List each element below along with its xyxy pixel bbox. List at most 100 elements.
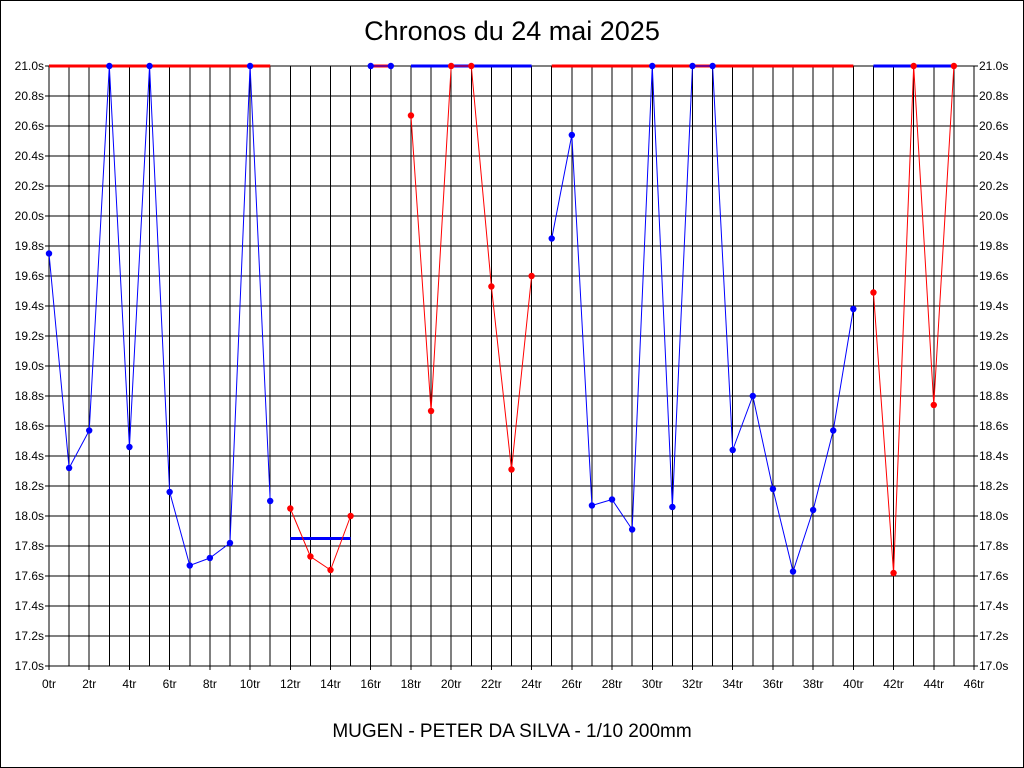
- y-tick-label-right: 18.0s: [979, 509, 1008, 523]
- y-tick-label-right: 18.8s: [979, 389, 1008, 403]
- y-tick-label-left: 17.8s: [15, 539, 44, 553]
- y-tick-label-left: 18.8s: [15, 389, 44, 403]
- x-tick-label: 20tr: [441, 677, 462, 691]
- data-point-blue: [226, 539, 234, 547]
- y-tick-label-left: 21.0s: [15, 59, 44, 73]
- data-point-blue: [608, 496, 616, 503]
- x-tick-label: 34tr: [722, 677, 743, 691]
- data-point-blue: [266, 497, 274, 505]
- y-tick-label-right: 18.2s: [979, 479, 1008, 493]
- y-tick-label-right: 20.0s: [979, 209, 1008, 223]
- data-point-blue: [206, 554, 214, 562]
- x-tick-label: 18tr: [401, 677, 422, 691]
- data-point-blue: [689, 62, 696, 70]
- data-point-blue: [86, 427, 93, 434]
- x-tick-label: 30tr: [642, 677, 663, 691]
- data-point-blue: [146, 62, 153, 70]
- y-tick-label-right: 17.8s: [979, 539, 1008, 553]
- y-tick-label-right: 19.0s: [979, 359, 1008, 373]
- data-point-red: [287, 505, 294, 512]
- data-point-red: [447, 62, 455, 70]
- y-tick-label-left: 19.2s: [15, 329, 44, 343]
- x-tick-label: 0tr: [42, 677, 56, 691]
- y-tick-label-right: 17.0s: [979, 659, 1008, 673]
- x-tick-label: 8tr: [203, 677, 217, 691]
- x-tick-label: 38tr: [803, 677, 824, 691]
- data-point-red: [950, 62, 958, 70]
- data-point-blue: [126, 443, 133, 451]
- y-tick-label-left: 19.8s: [15, 239, 44, 253]
- x-tick-label: 24tr: [521, 677, 542, 691]
- data-point-blue: [809, 506, 817, 514]
- y-tick-label-left: 17.2s: [15, 629, 44, 643]
- y-tick-label-left: 18.4s: [15, 449, 44, 463]
- data-point-red: [890, 569, 897, 577]
- data-point-blue: [45, 250, 53, 257]
- data-point-blue: [669, 503, 676, 511]
- data-point-blue: [367, 62, 374, 70]
- y-tick-label-right: 20.6s: [979, 119, 1008, 133]
- y-tick-label-right: 17.4s: [979, 599, 1008, 613]
- x-tick-label: 26tr: [561, 677, 582, 691]
- data-point-blue: [548, 235, 555, 242]
- y-tick-label-left: 18.2s: [15, 479, 44, 493]
- y-tick-label-left: 17.0s: [15, 659, 44, 673]
- y-tick-label-left: 17.4s: [15, 599, 44, 613]
- x-tick-label: 14tr: [320, 677, 341, 691]
- y-tick-label-left: 20.4s: [15, 149, 44, 163]
- data-point-red: [870, 289, 877, 296]
- y-tick-label-left: 19.0s: [15, 359, 44, 373]
- data-point-red: [508, 466, 515, 473]
- series-line-red: [289, 508, 352, 571]
- data-point-blue: [246, 62, 254, 70]
- data-point-blue: [749, 392, 757, 400]
- data-point-blue: [830, 427, 837, 434]
- y-tick-label-left: 19.6s: [15, 269, 44, 283]
- y-tick-label-right: 17.2s: [979, 629, 1008, 643]
- y-tick-label-right: 20.8s: [979, 89, 1008, 103]
- chart-title: Chronos du 24 mai 2025: [364, 16, 660, 46]
- data-point-red: [930, 401, 937, 409]
- y-tick-label-left: 20.2s: [15, 179, 44, 193]
- y-tick-label-left: 18.6s: [15, 419, 44, 433]
- data-point-red: [407, 112, 415, 119]
- x-tick-label: 40tr: [843, 677, 864, 691]
- y-tick-label-left: 17.6s: [15, 569, 44, 583]
- data-point-red: [347, 512, 354, 520]
- data-point-blue: [568, 131, 576, 139]
- data-point-blue: [65, 464, 73, 472]
- y-tick-label-left: 20.8s: [15, 89, 44, 103]
- y-tick-label-left: 18.0s: [15, 509, 44, 523]
- x-tick-label: 22tr: [481, 677, 502, 691]
- y-tick-label-right: 18.4s: [979, 449, 1008, 463]
- series-line-blue: [551, 65, 854, 574]
- data-point-red: [468, 62, 475, 70]
- data-point-blue: [789, 568, 797, 575]
- y-tick-label-right: 19.4s: [979, 299, 1008, 313]
- x-tick-label: 6tr: [163, 677, 177, 691]
- y-tick-label-left: 20.0s: [15, 209, 44, 223]
- x-tick-label: 36tr: [763, 677, 784, 691]
- y-tick-label-left: 19.4s: [15, 299, 44, 313]
- data-point-blue: [649, 62, 656, 70]
- data-point-blue: [709, 62, 716, 70]
- y-tick-label-right: 18.6s: [979, 419, 1008, 433]
- y-tick-label-left: 20.6s: [15, 119, 44, 133]
- y-tick-label-right: 19.8s: [979, 239, 1008, 253]
- y-tick-label-right: 21.0s: [979, 59, 1008, 73]
- chart-subtitle: MUGEN - PETER DA SILVA - 1/10 200mm: [332, 721, 692, 742]
- data-point-blue: [769, 485, 777, 493]
- data-point-red: [427, 407, 435, 415]
- x-tick-label: 2tr: [82, 677, 96, 691]
- x-tick-label: 32tr: [682, 677, 703, 691]
- x-tick-label: 16tr: [360, 677, 381, 691]
- x-tick-label: 42tr: [883, 677, 904, 691]
- data-point-blue: [387, 62, 395, 70]
- y-tick-label-right: 17.6s: [979, 569, 1008, 583]
- data-point-blue: [106, 62, 113, 70]
- data-point-blue: [588, 502, 596, 509]
- data-point-red: [910, 62, 917, 70]
- y-tick-label-right: 19.6s: [979, 269, 1008, 283]
- x-tick-label: 10tr: [240, 677, 261, 691]
